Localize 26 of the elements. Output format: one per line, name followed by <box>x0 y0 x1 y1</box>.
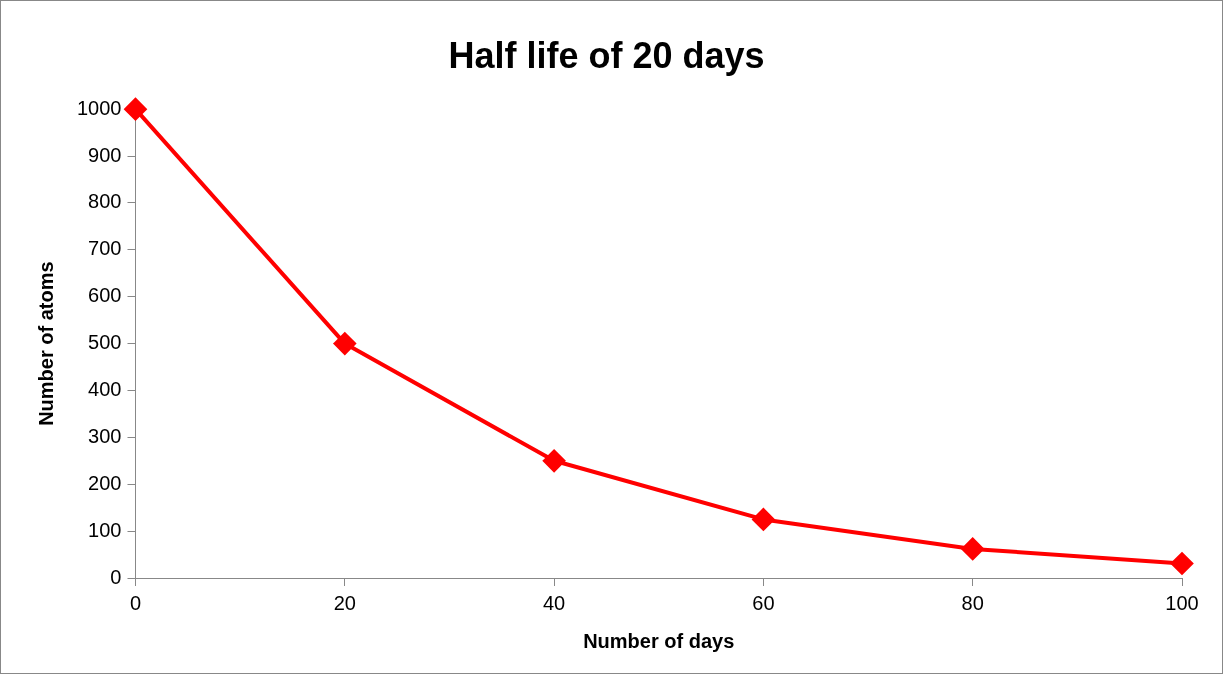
y-tick-label: 700 <box>88 237 122 260</box>
y-tick-label: 100 <box>88 518 122 541</box>
x-axis-title: Number of days <box>583 629 735 652</box>
y-tick-label: 300 <box>88 424 122 447</box>
point <box>124 98 147 121</box>
x-tick-label: 40 <box>542 591 566 614</box>
y-tick-label: 200 <box>88 471 122 494</box>
y-tick-label: 900 <box>88 143 122 166</box>
y-tick-label: 400 <box>88 378 122 400</box>
point <box>961 537 984 560</box>
point <box>543 449 566 472</box>
point <box>333 332 356 355</box>
y-tick-label: 800 <box>88 190 122 213</box>
point <box>752 508 775 531</box>
x-tick-label: 0 <box>129 591 142 614</box>
y-tick-label: 0 <box>110 565 122 588</box>
y-tick-label: 500 <box>88 331 122 354</box>
y-tick-label: 600 <box>88 284 122 307</box>
x-tick-label: 80 <box>961 591 984 614</box>
point <box>1171 552 1193 575</box>
x-tick-label: 60 <box>752 591 775 614</box>
x-tick-label: 100 <box>1165 591 1199 614</box>
y-axis-title: Number of atoms <box>34 261 57 426</box>
chart-title: Half life of 20 days <box>448 34 765 76</box>
y-tick-label: 1000 <box>76 96 122 119</box>
x-tick-label: 20 <box>333 591 356 614</box>
